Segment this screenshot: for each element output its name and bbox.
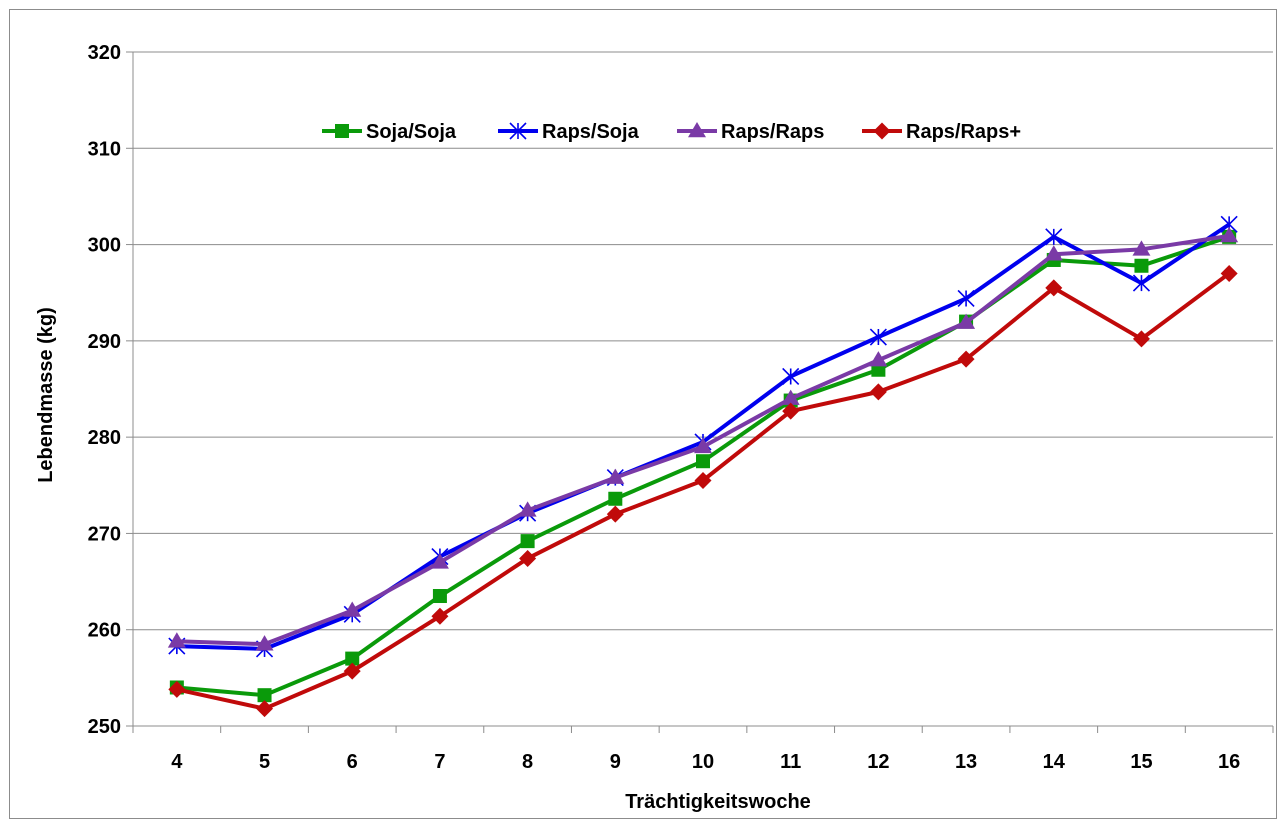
data-point [869, 383, 887, 401]
legend-marker [509, 122, 527, 140]
data-point [345, 651, 360, 666]
y-axis-label: Lebendmasse (kg) [35, 307, 57, 483]
data-point [256, 700, 274, 718]
x-tick-label: 5 [259, 751, 270, 773]
data-point [430, 553, 449, 569]
data-point [432, 589, 447, 604]
data-point [957, 289, 975, 308]
data-point [519, 549, 537, 567]
data-point [255, 635, 274, 651]
x-tick-label: 7 [434, 751, 445, 773]
data-point [518, 501, 537, 517]
data-point [343, 601, 362, 617]
x-tick-label: 8 [522, 751, 533, 773]
x-tick-label: 13 [955, 751, 977, 773]
data-point [1132, 330, 1150, 348]
data-point [1044, 245, 1063, 261]
legend-label: Raps/Soja [542, 121, 640, 143]
y-tick-label: 290 [88, 331, 121, 353]
data-point [1220, 264, 1238, 282]
x-tick-label: 4 [171, 751, 183, 773]
data-point [168, 680, 186, 698]
axes [126, 51, 1274, 733]
x-tick-labels: 4 5 6 7 8 9 10 11 12 13 14 15 16 [171, 751, 1240, 773]
data-point [694, 437, 712, 454]
legend-item: Raps/Raps [677, 121, 824, 143]
legend: Soja/Soja Raps/Soja Raps/Raps Raps/Raps+ [322, 121, 1021, 143]
y-tick-label: 250 [88, 716, 121, 738]
data-point [606, 468, 625, 484]
x-tick-label: 16 [1218, 751, 1240, 773]
data-point [1045, 279, 1063, 297]
y-tick-label: 300 [88, 235, 121, 257]
legend-item: Raps/Raps+ [862, 121, 1021, 143]
data-point [869, 351, 888, 367]
series-line [176, 271, 1231, 711]
x-tick-label: 15 [1130, 751, 1152, 773]
x-tick-label: 9 [610, 751, 621, 773]
series-raps-raps- [168, 264, 1238, 718]
data-point [869, 328, 887, 346]
legend-label: Soja/Soja [366, 121, 457, 143]
legend-label: Raps/Raps+ [906, 121, 1021, 143]
data-point [957, 350, 975, 368]
data-point [520, 534, 535, 549]
y-tick-label: 270 [88, 523, 121, 545]
data-point [957, 313, 976, 329]
data-point [781, 389, 800, 405]
data-point [694, 471, 712, 489]
data-point [1132, 274, 1151, 292]
x-axis-label: Trächtigkeitswoche [625, 791, 811, 813]
y-tick-label: 280 [88, 427, 121, 449]
grid-lines [133, 51, 1273, 631]
line-chart: 250 260 270 280 290 300 310 320 4 5 6 7 8 9 10 11 12 13 1… [35, 42, 1274, 813]
data-point [257, 688, 272, 703]
x-tick-label: 10 [692, 751, 714, 773]
data-point [167, 632, 186, 648]
legend-label: Raps/Raps [721, 121, 824, 143]
data-point [1132, 240, 1151, 256]
data-point [431, 607, 449, 625]
chart-frame: 250 260 270 280 290 300 310 320 4 5 6 7 8 9 10 11 12 13 1… [9, 9, 1277, 819]
data-point [782, 367, 800, 386]
data-point [1045, 228, 1063, 246]
x-tick-label: 11 [780, 751, 801, 773]
legend-item: Raps/Soja [498, 121, 640, 143]
y-tick-label: 260 [88, 620, 121, 642]
legend-marker [335, 124, 349, 138]
legend-marker [688, 122, 706, 138]
data-point [696, 454, 710, 469]
series-raps-raps [167, 226, 1239, 651]
series-layer [167, 215, 1239, 718]
x-tick-label: 14 [1043, 751, 1066, 773]
data-point [1134, 258, 1149, 273]
legend-marker [873, 122, 891, 140]
y-tick-label: 310 [88, 138, 121, 160]
data-point [606, 505, 624, 523]
y-tick-labels: 250 260 270 280 290 300 310 320 [88, 42, 121, 738]
data-point [782, 402, 800, 420]
data-point [343, 662, 361, 680]
legend-item: Soja/Soja [322, 121, 457, 143]
x-tick-label: 12 [867, 751, 889, 773]
data-point [1220, 226, 1239, 243]
y-tick-label: 320 [88, 42, 121, 64]
x-tick-label: 6 [347, 751, 358, 773]
data-point [608, 491, 623, 506]
